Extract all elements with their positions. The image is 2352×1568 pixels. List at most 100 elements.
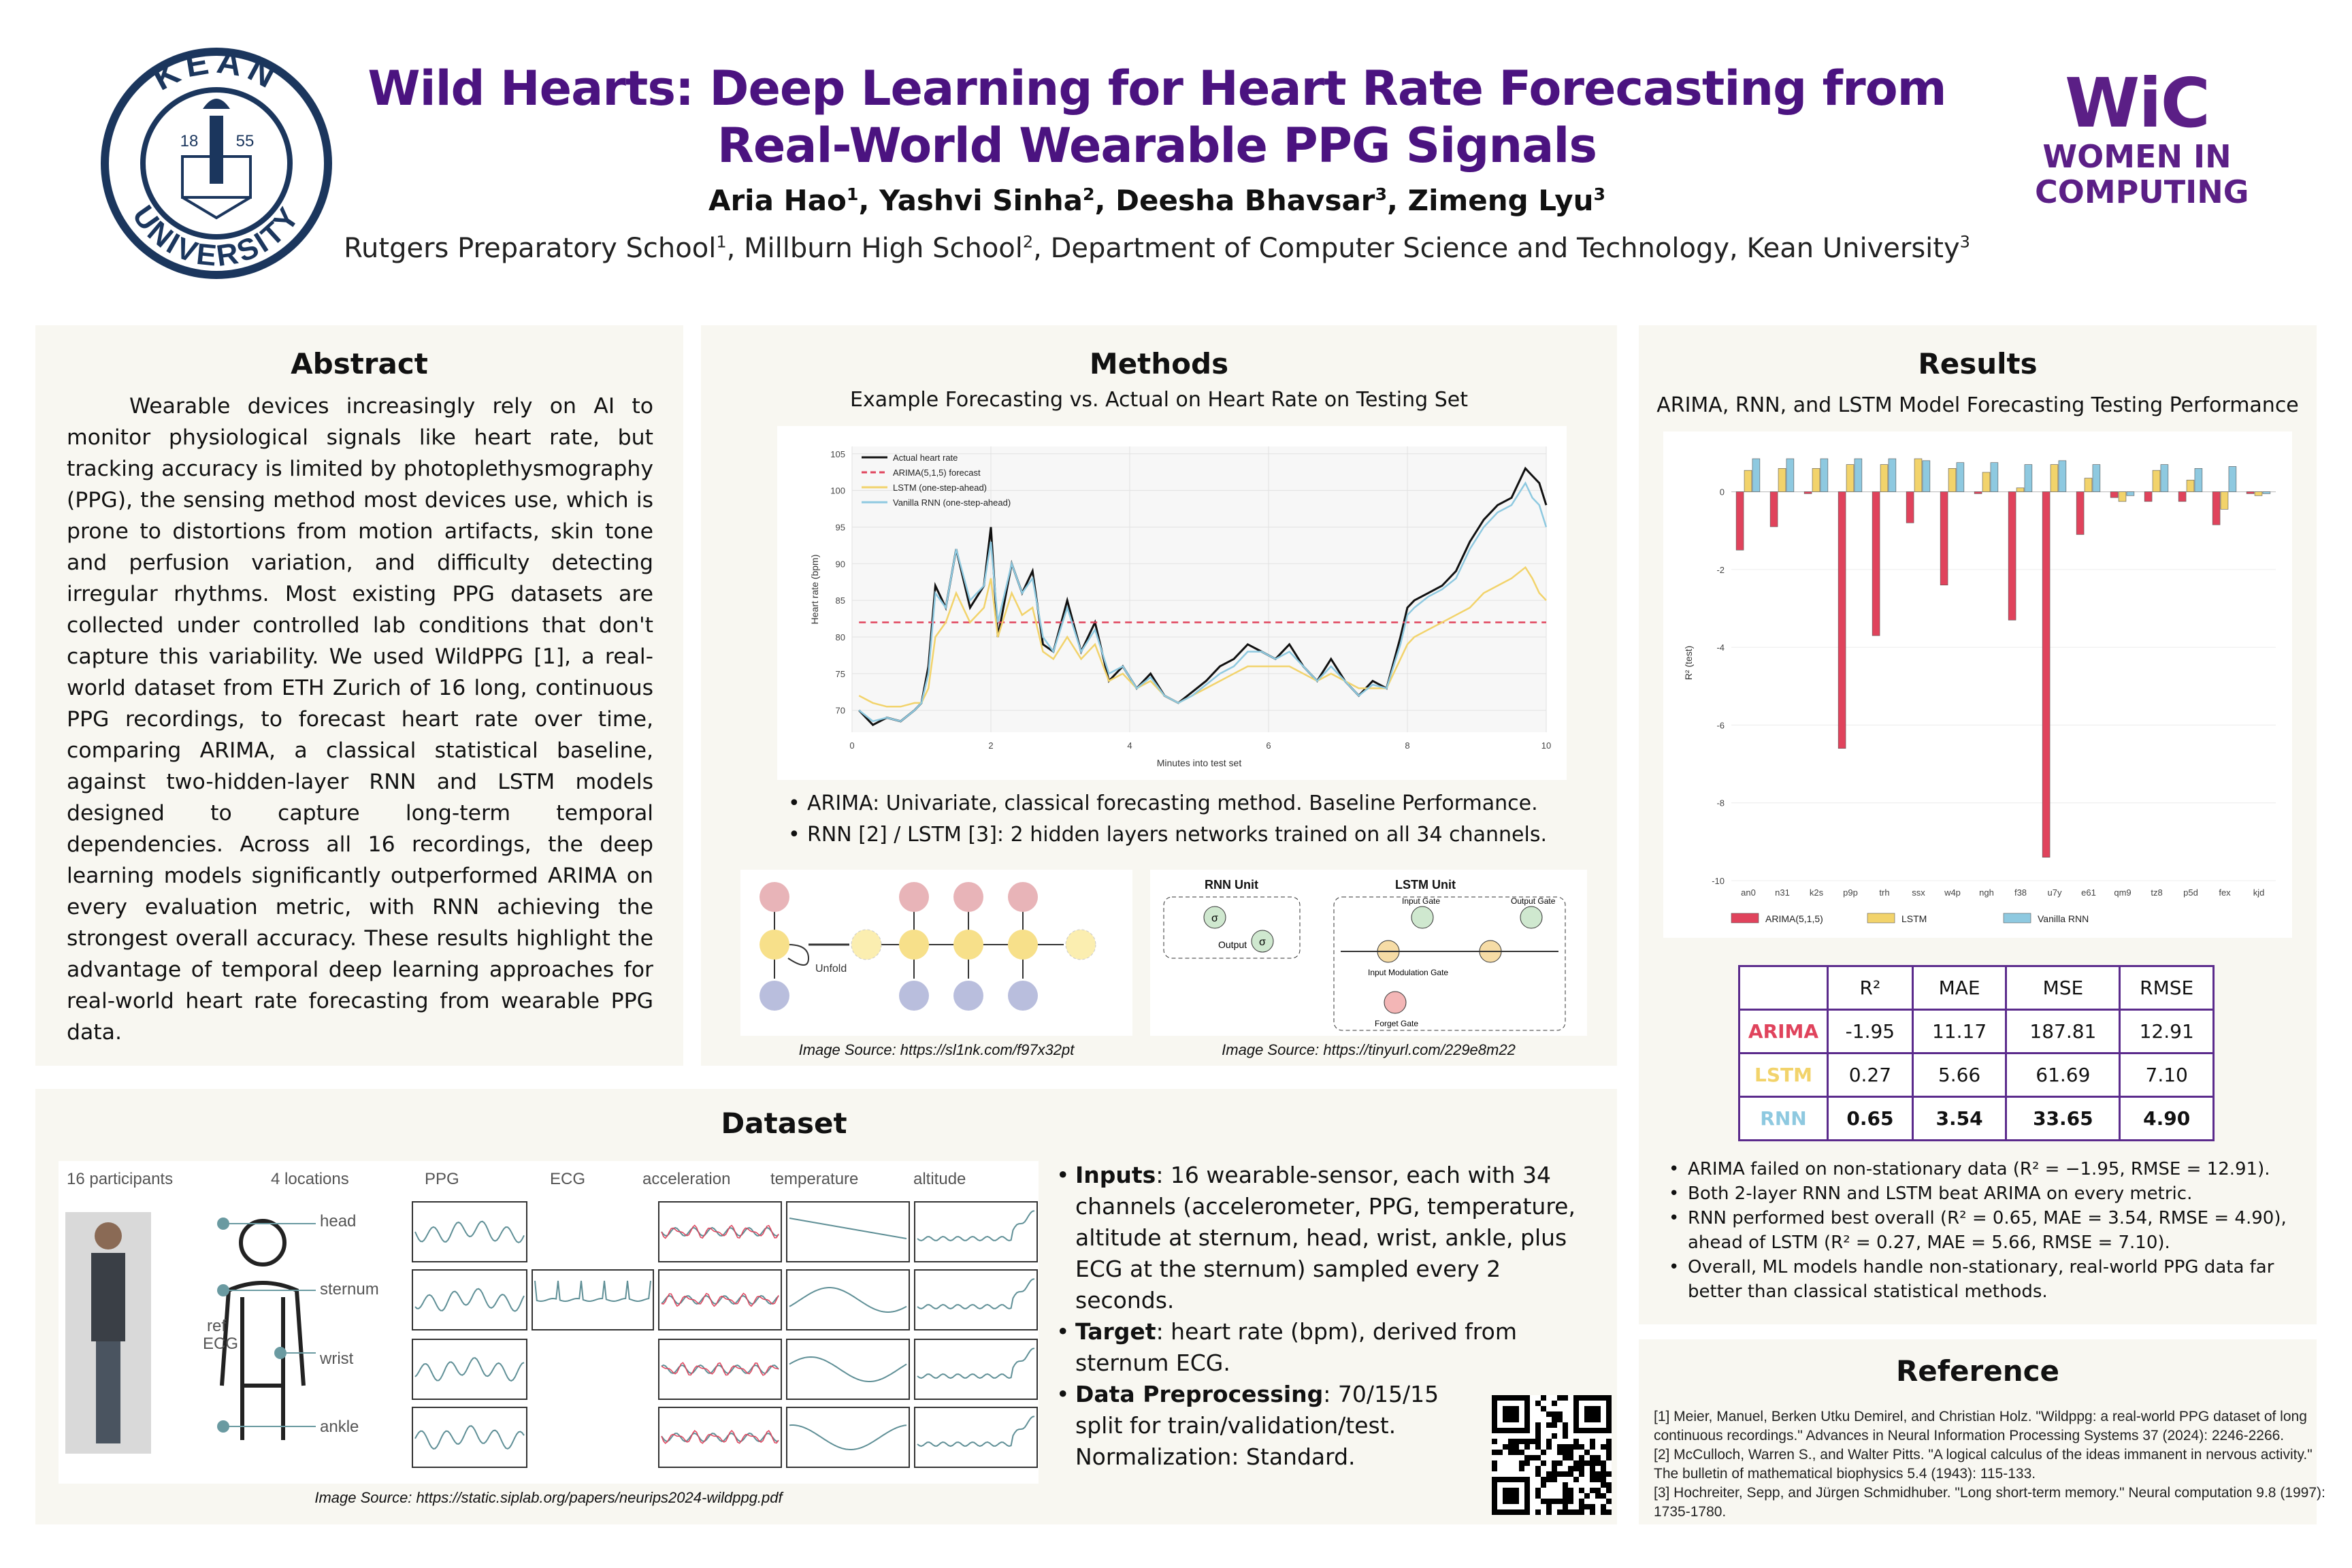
signal-trace [661,1432,779,1443]
bar [2254,491,2263,496]
unfold-label: Unfold [815,963,847,975]
table-cell: 61.69 [2005,1052,2121,1098]
signal-box [786,1407,910,1468]
qr-module [1590,1509,1595,1515]
qr-module [1579,1455,1584,1460]
qr-module [1497,1450,1503,1455]
table-cell: 12.91 [2119,1009,2215,1054]
qr-module [1573,1509,1579,1515]
list-item: Overall, ML models handle non-stationary… [1666,1255,2306,1304]
qr-module [1552,1460,1557,1466]
bar [1735,491,1744,551]
qr-module [1535,1433,1541,1439]
author-name: Aria Hao [708,184,847,217]
x-tick-label: tz8 [2151,887,2162,898]
ppg-label: PPG [425,1170,459,1188]
bar [1846,464,1855,492]
qr-module [1492,1450,1497,1455]
dataset-image-caption: Image Source: https://static.siplab.org/… [314,1489,783,1506]
y-tick-label: 85 [836,595,845,606]
results-heading: Results [1918,347,2038,380]
qr-module [1524,1444,1530,1450]
bar [2058,460,2067,492]
x-tick-label: 4 [1127,740,1132,751]
signal-box [412,1269,527,1330]
qr-module [1508,1444,1514,1450]
kean-university-logo: KEAN UNIVERSITY 18 55 [101,42,332,279]
qr-module [1519,1460,1524,1466]
qr-module [1503,1444,1508,1450]
dataset-panel: Dataset 16 participants 4 locations PPG … [35,1089,1617,1524]
svg-text:σ: σ [1259,936,1266,948]
y-tick-label: -4 [1716,642,1725,653]
x-tick-label: ssx [1912,887,1925,898]
bar [2050,464,2059,492]
bar [2092,464,2101,492]
qr-module [1557,1471,1563,1477]
y-tick-label: -6 [1716,720,1725,730]
qr-module [1563,1493,1568,1499]
qr-module [1606,1509,1612,1515]
qr-module [1541,1477,1546,1482]
list-item: RNN [2] / LSTM [3]: 2 hidden layers netw… [785,819,1602,851]
signal-trace [917,1210,1035,1242]
altitude-label: altitude [913,1170,966,1188]
table-header-row: R² MAE MSE RMSE [1738,965,2215,1011]
bar [1752,458,1761,492]
qr-module [1541,1406,1546,1411]
qr-module [1552,1422,1557,1428]
qr-module [1535,1455,1541,1460]
list-item: ARIMA: Univariate, classical forecasting… [785,788,1602,819]
qr-module [1584,1460,1590,1466]
x-tick-label: an0 [1741,887,1756,898]
y-tick-label: 75 [836,669,845,679]
qr-module [1508,1450,1514,1455]
qr-module [1563,1504,1568,1509]
y-tick-label: 90 [836,559,845,569]
rnn-unit-title: RNN Unit [1205,878,1258,892]
signal-box [786,1269,910,1330]
qr-module [1563,1499,1568,1504]
qr-module [1595,1477,1601,1482]
qr-module [1563,1455,1568,1460]
qr-module [1530,1455,1535,1460]
legend-label: LSTM (one-step-ahead) [893,483,987,493]
ecg-label: ECG [550,1170,585,1188]
qr-module [1579,1471,1584,1477]
qr-module [1563,1395,1568,1401]
qr-module [1563,1433,1568,1439]
acceleration-label: acceleration [642,1170,730,1188]
r2-chart-title: ARIMA, RNN, and LSTM Model Forecasting T… [1656,393,2299,417]
qr-module [1563,1428,1568,1433]
bar [2024,464,2033,492]
table-row: LSTM 0.27 5.66 61.69 7.10 [1738,1052,2215,1098]
table-cell: -1.95 [1827,1009,1914,1054]
qr-module [1552,1411,1557,1417]
x-tick-label: u7y [2048,887,2062,898]
signal-trace [414,1288,525,1312]
wic-logo-mark: WiC [2065,63,2210,143]
x-tick-label: qm9 [2114,887,2131,898]
reference-heading: Reference [1895,1354,2060,1388]
qr-module [1557,1444,1563,1450]
qr-module [1541,1450,1546,1455]
signal-trace [661,1430,779,1444]
signal-box [412,1339,527,1400]
qr-module [1563,1422,1568,1428]
qr-module [1568,1450,1573,1455]
qr-module [1590,1466,1595,1471]
wic-logo-line1: WOMEN IN [2042,138,2232,175]
lstm-image-caption: Image Source: https://tinyurl.com/229e8m… [1222,1041,1516,1058]
qr-module [1546,1439,1552,1444]
signal-trace [789,1218,907,1239]
y-tick-label: 95 [836,522,845,532]
qr-module [1579,1509,1584,1515]
results-bullets: ARIMA failed on non-stationary data (R² … [1666,1157,2306,1304]
signal-trace [917,1278,1035,1310]
qr-module [1606,1482,1612,1488]
lstm-input-gate-label: Input Gate [1402,896,1440,906]
qr-module [1590,1439,1595,1444]
bar [2118,491,2127,502]
legend-label: Actual heart rate [893,453,958,463]
dataset-figure: 16 participants 4 locations PPG ECG acce… [59,1161,1039,1484]
